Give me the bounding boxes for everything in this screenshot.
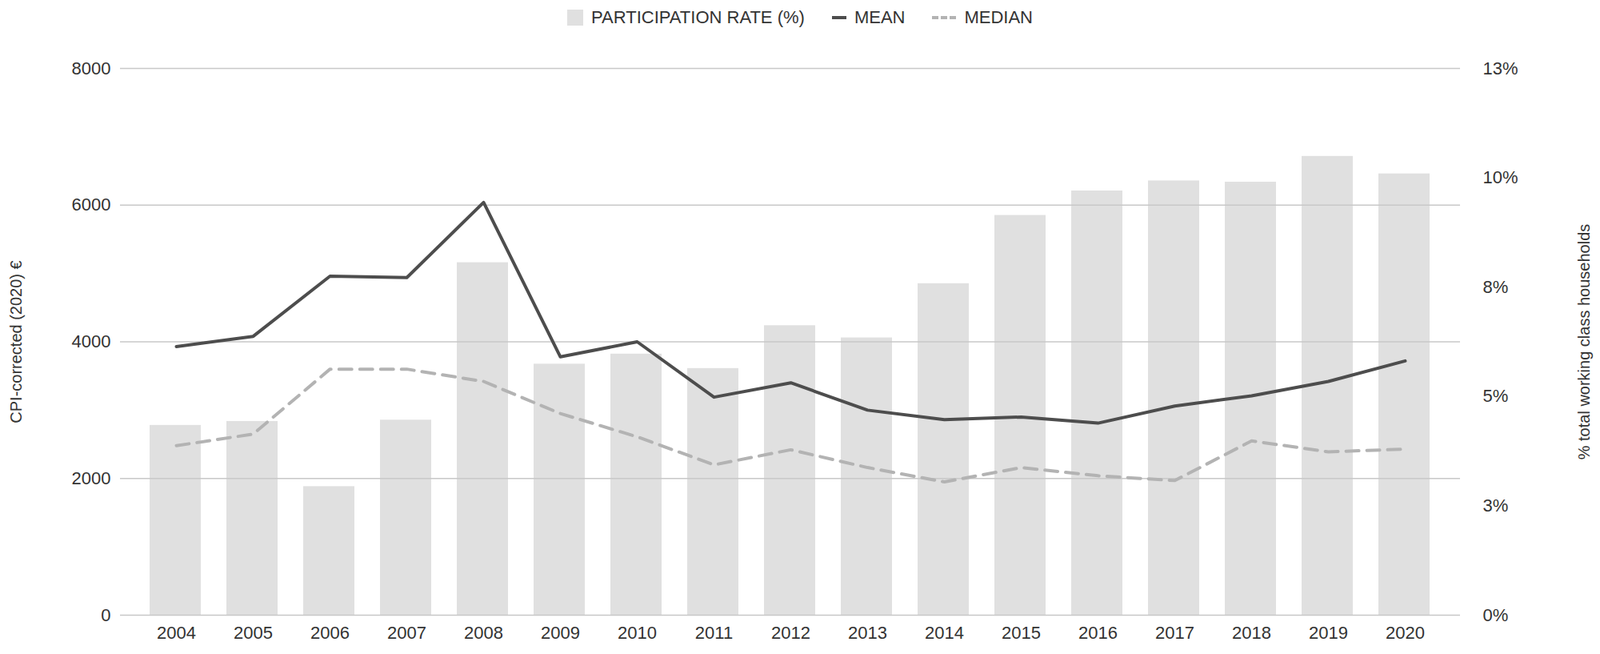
html-text:MEDIAN: MEDIAN <box>964 7 1033 28</box>
svg-text:2000: 2000 <box>72 468 112 488</box>
svg-text:0%: 0% <box>1483 604 1509 625</box>
svg-text:10%: 10% <box>1483 167 1519 188</box>
svg-text:2016: 2016 <box>1078 622 1118 643</box>
svg-text:2018: 2018 <box>1232 622 1272 643</box>
svg-text:8%: 8% <box>1483 276 1509 297</box>
html-text:PARTICIPATION RATE (%): PARTICIPATION RATE (%) <box>591 7 805 28</box>
svg-text:2019: 2019 <box>1308 622 1348 643</box>
svg-text:3%: 3% <box>1483 495 1509 516</box>
svg-text:0: 0 <box>100 604 111 625</box>
svg-text:2006: 2006 <box>310 622 350 643</box>
html-text:CPI-corrected (2020) €: CPI-corrected (2020) € <box>6 259 25 423</box>
svg-text:4000: 4000 <box>72 331 112 352</box>
svg-text:2014: 2014 <box>924 622 964 643</box>
svg-text:8000: 8000 <box>72 58 112 79</box>
svg-text:2005: 2005 <box>233 622 273 643</box>
svg-text:2010: 2010 <box>617 622 657 643</box>
html-text:% total working class househol: % total working class households <box>1574 223 1593 460</box>
html-text:MEAN: MEAN <box>854 7 906 28</box>
svg-text:2020: 2020 <box>1385 622 1425 643</box>
svg-text:13%: 13% <box>1483 58 1519 79</box>
svg-text:2008: 2008 <box>464 622 504 643</box>
svg-text:2012: 2012 <box>771 622 811 643</box>
svg-text:2017: 2017 <box>1155 622 1195 643</box>
svg-text:2004: 2004 <box>156 622 196 643</box>
svg-text:2015: 2015 <box>1001 622 1041 643</box>
svg-text:2009: 2009 <box>540 622 580 643</box>
svg-text:2011: 2011 <box>695 622 733 643</box>
svg-text:6000: 6000 <box>72 194 112 215</box>
svg-text:2007: 2007 <box>387 622 427 643</box>
svg-text:5%: 5% <box>1483 385 1509 406</box>
svg-text:2013: 2013 <box>848 622 888 643</box>
